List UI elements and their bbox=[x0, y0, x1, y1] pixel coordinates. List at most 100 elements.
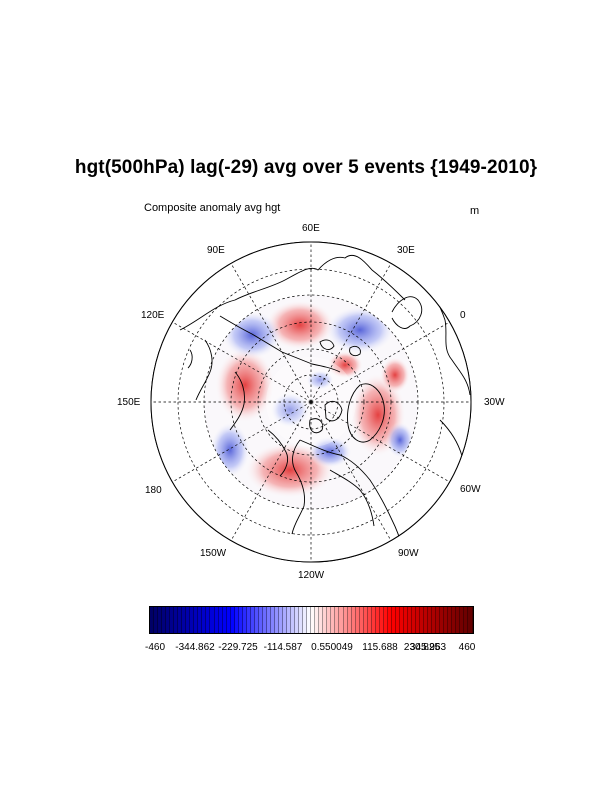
colorbar-cell bbox=[262, 607, 267, 633]
colorbar-tick-label: -460 bbox=[144, 642, 166, 653]
colorbar-cell bbox=[174, 607, 179, 633]
colorbar-cell bbox=[283, 607, 288, 633]
colorbar-tick-label: -114.587 bbox=[263, 642, 303, 653]
colorbar-cell bbox=[226, 607, 231, 633]
colorbar-cell bbox=[436, 607, 441, 633]
colorbar-tick-label-460: 460 bbox=[458, 642, 476, 653]
colorbar-cell bbox=[440, 607, 445, 633]
colorbar-cell bbox=[399, 607, 404, 633]
colorbar-cell bbox=[403, 607, 408, 633]
colorbar-cell bbox=[387, 607, 392, 633]
colorbar-cell bbox=[287, 607, 292, 633]
colorbar-cell bbox=[230, 607, 235, 633]
colorbar-cell bbox=[254, 607, 259, 633]
colorbar-cell bbox=[395, 607, 400, 633]
lon-label-90w: 90W bbox=[398, 548, 419, 559]
colorbar-cell bbox=[238, 607, 243, 633]
colorbar-cell bbox=[178, 607, 183, 633]
anomaly-positive-region bbox=[380, 357, 410, 393]
colorbar-cell bbox=[182, 607, 187, 633]
colorbar-cell bbox=[408, 607, 413, 633]
anomaly-positive-region bbox=[265, 300, 335, 350]
colorbar-cell bbox=[158, 607, 163, 633]
lon-label-90e: 90E bbox=[207, 245, 225, 256]
colorbar-cell bbox=[444, 607, 449, 633]
colorbar-tick-label: 345.963 bbox=[409, 642, 447, 653]
colorbar-cell bbox=[456, 607, 461, 633]
lon-label-30w: 30W bbox=[484, 397, 505, 408]
anomaly-negative-region bbox=[270, 392, 310, 428]
colorbar-cell bbox=[412, 607, 417, 633]
plot-left-string: Composite anomaly avg hgt bbox=[144, 202, 281, 214]
anomaly-field bbox=[151, 242, 471, 562]
lon-label-60w: 60W bbox=[460, 484, 481, 495]
colorbar-cell bbox=[428, 607, 433, 633]
longitude-gridlines bbox=[151, 242, 471, 562]
colorbar-cell bbox=[206, 607, 211, 633]
colorbar-cell bbox=[190, 607, 195, 633]
colorbar-cell bbox=[367, 607, 372, 633]
colorbar-cell bbox=[448, 607, 453, 633]
colorbar-cell bbox=[214, 607, 219, 633]
colorbar-cell bbox=[351, 607, 356, 633]
colorbar-cell bbox=[339, 607, 344, 633]
colorbar-cell bbox=[359, 607, 364, 633]
colorbar-cell bbox=[250, 607, 255, 633]
colorbar-cell bbox=[375, 607, 380, 633]
colorbar-cell bbox=[391, 607, 396, 633]
colorbar-cell bbox=[327, 607, 332, 633]
lon-label-30e: 30E bbox=[397, 245, 415, 256]
colorbar-cell bbox=[234, 607, 239, 633]
colorbar-cell bbox=[460, 607, 465, 633]
colorbar-cell bbox=[452, 607, 457, 633]
lon-label-150e: 150E bbox=[117, 397, 141, 408]
colorbar-cell bbox=[295, 607, 300, 633]
colorbar-cell bbox=[266, 607, 271, 633]
colorbar-cell bbox=[311, 607, 316, 633]
lon-label-60e: 60E bbox=[302, 223, 320, 234]
colorbar-cell bbox=[258, 607, 263, 633]
colorbar-cell bbox=[319, 607, 324, 633]
colorbar-cell bbox=[343, 607, 348, 633]
coastlines bbox=[179, 254, 471, 557]
colorbar-cell bbox=[218, 607, 223, 633]
lon-label-180: 180 bbox=[145, 485, 162, 496]
colorbar bbox=[149, 606, 474, 634]
anomaly-negative-region bbox=[386, 422, 414, 458]
colorbar-cell bbox=[270, 607, 275, 633]
colorbar-tick-label: 115.688 bbox=[362, 642, 398, 653]
colorbar-cell bbox=[347, 607, 352, 633]
colorbar-cell bbox=[299, 607, 304, 633]
colorbar-cell bbox=[303, 607, 308, 633]
colorbar-cell bbox=[335, 607, 340, 633]
colorbar-cell bbox=[291, 607, 296, 633]
colorbar-cell bbox=[279, 607, 284, 633]
colorbar-cell bbox=[242, 607, 247, 633]
colorbar-cell bbox=[383, 607, 388, 633]
colorbar-cell bbox=[154, 607, 159, 633]
colorbar-cell bbox=[198, 607, 203, 633]
colorbar-cell bbox=[379, 607, 384, 633]
colorbar-cell bbox=[331, 607, 336, 633]
lon-label-0: 0 bbox=[460, 310, 466, 321]
colorbar-tick-label: 230.825 bbox=[403, 642, 441, 653]
colorbar-cell bbox=[210, 607, 215, 633]
colorbar-cell bbox=[166, 607, 171, 633]
colorbar-cell bbox=[355, 607, 360, 633]
colorbar-tick-label: -229.725 bbox=[218, 642, 258, 653]
lon-label-120e: 120E bbox=[141, 310, 165, 321]
colorbar-cell bbox=[420, 607, 425, 633]
colorbar-cell bbox=[150, 607, 155, 633]
colorbar-cell bbox=[194, 607, 199, 633]
colorbar-cell bbox=[432, 607, 437, 633]
colorbar-cell bbox=[315, 607, 320, 633]
colorbar-tick-label: -344.862 bbox=[175, 642, 215, 653]
colorbar-cell bbox=[274, 607, 279, 633]
plot-units-label: m bbox=[470, 205, 480, 217]
colorbar-cell bbox=[202, 607, 207, 633]
colorbar-cell bbox=[307, 607, 312, 633]
lon-label-150w: 150W bbox=[200, 548, 227, 559]
colorbar-cell bbox=[468, 607, 473, 633]
colorbar-tick-label: 0.550049 bbox=[311, 642, 353, 653]
